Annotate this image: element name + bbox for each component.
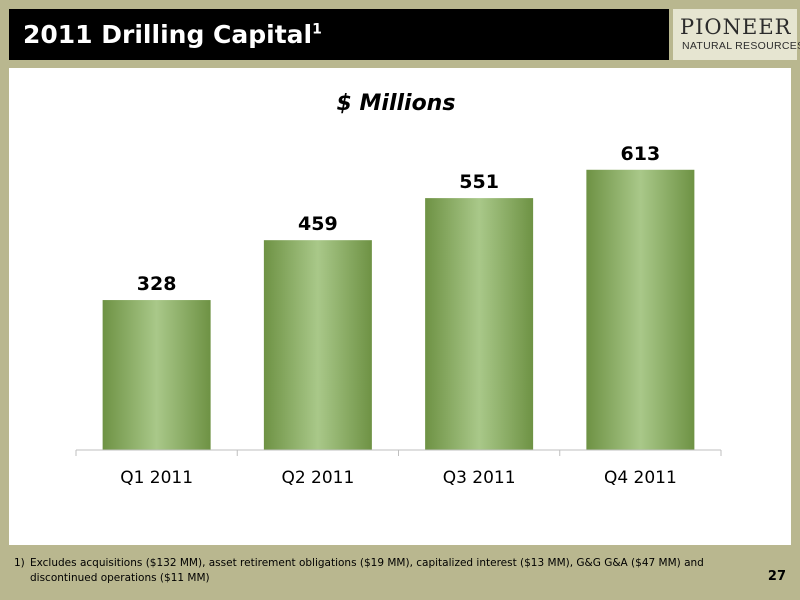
footnote-marker: 1) — [14, 557, 25, 569]
footnote-ref: 1 — [312, 21, 322, 38]
chart-panel: $ Millions 328 Q1 2011 459 Q2 2011 551 Q3 201… — [9, 68, 791, 545]
footnote-text: Excludes acquisitions ($132 MM), asset r… — [30, 557, 704, 584]
bar-q2-2011 — [263, 240, 372, 450]
data-label: 328 — [137, 273, 177, 295]
x-tick-label: Q2 2011 — [281, 468, 354, 488]
logo-name: PIONEER — [680, 15, 792, 39]
logo-subtitle: NATURAL RESOURCES — [682, 40, 800, 52]
bar-chart: $ Millions 328 Q1 2011 459 Q2 2011 551 Q3 201… — [75, 91, 722, 488]
x-tick-label: Q1 2011 — [120, 468, 193, 488]
chart-title: $ Millions — [337, 91, 456, 116]
data-label: 459 — [298, 213, 338, 235]
data-label: 551 — [459, 171, 499, 193]
company-logo: PIONEER NATURAL RESOURCES — [673, 9, 800, 60]
data-label: 613 — [621, 143, 661, 165]
bar-q3-2011 — [425, 198, 534, 450]
slide-title: 2011 Drilling Capital1 — [23, 20, 322, 50]
page-number: 27 — [767, 569, 786, 584]
x-tick-label: Q3 2011 — [443, 468, 516, 488]
x-tick-label: Q4 2011 — [604, 468, 677, 488]
slide-title-text: 2011 Drilling Capital — [23, 20, 313, 49]
bar-q1-2011 — [102, 300, 211, 450]
bar-q4-2011 — [586, 169, 695, 450]
title-bar: 2011 Drilling Capital1 — [9, 9, 669, 60]
